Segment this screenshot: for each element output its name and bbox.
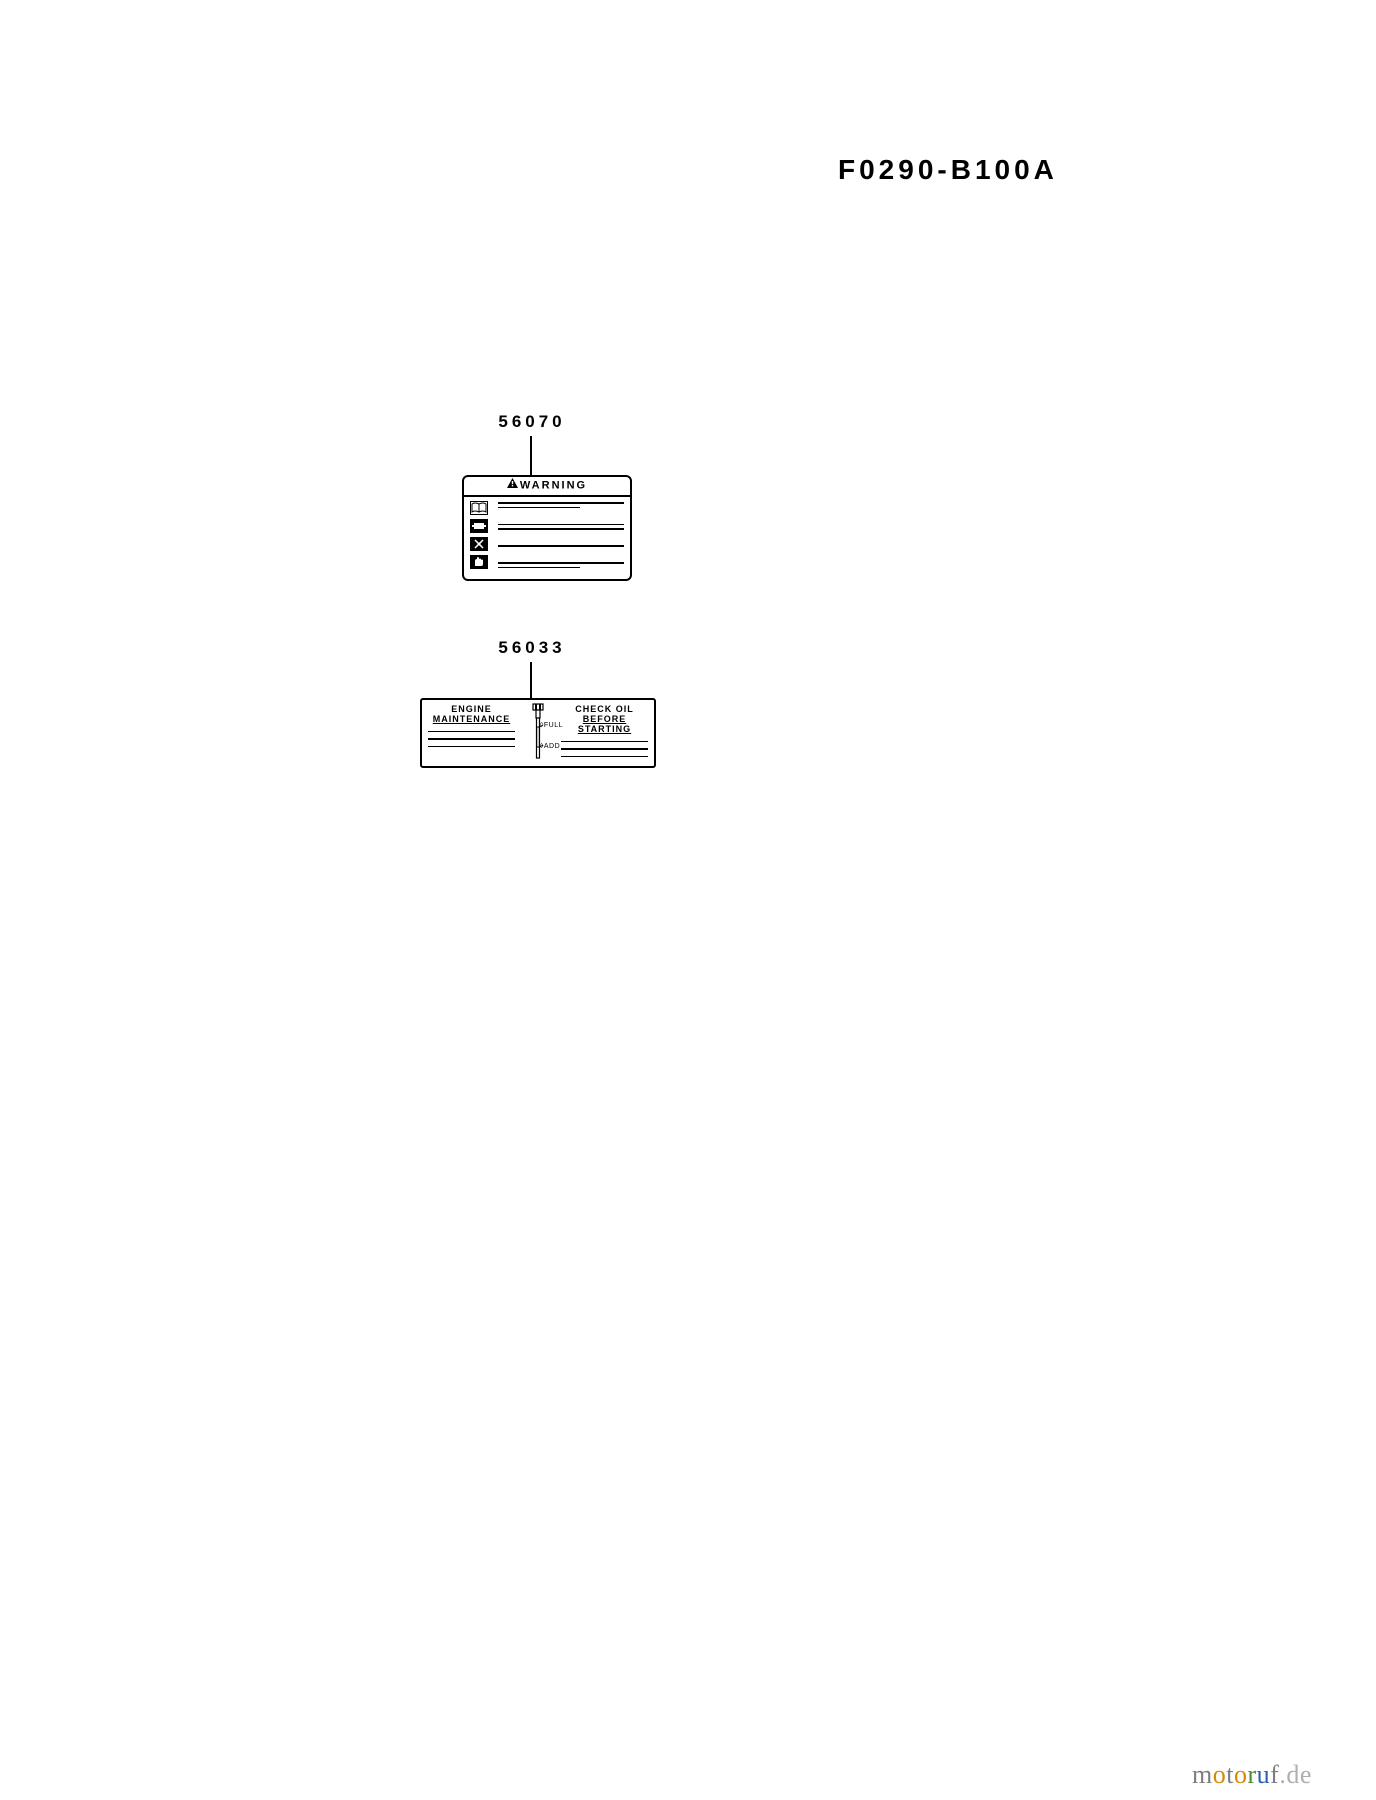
maintenance-left-heading: ENGINE MAINTENANCE <box>428 705 515 725</box>
wm-char: .de <box>1279 1760 1312 1789</box>
wm-char: o <box>1234 1760 1248 1789</box>
book-icon <box>470 501 488 515</box>
maintenance-right-heading: CHECK OIL BEFORE STARTING <box>561 705 648 735</box>
engine-icon <box>470 519 488 533</box>
wm-char: o <box>1213 1760 1227 1789</box>
hand-icon <box>470 555 488 569</box>
leader-56033 <box>530 662 532 699</box>
warning-header-text: WARNING <box>520 479 587 491</box>
page-code: F0290-B100A <box>838 154 1058 186</box>
wm-char: f <box>1270 1760 1279 1789</box>
watermark-logo: motoruf.de <box>1192 1760 1312 1790</box>
warning-triangle-icon <box>507 478 518 491</box>
maint-left-lines <box>428 731 515 748</box>
part-ref-56033: 56033 <box>472 638 592 658</box>
fan-icon <box>470 537 488 551</box>
warning-label-body <box>464 497 630 575</box>
maint-right-line2: BEFORE STARTING <box>578 714 631 734</box>
wm-char: u <box>1257 1760 1271 1789</box>
warning-label-header: WARNING <box>464 477 630 497</box>
warning-text-lines <box>498 501 624 569</box>
part-ref-56070: 56070 <box>472 412 592 432</box>
warning-label-sticker: WARNING <box>462 475 632 581</box>
dipstick-icon: ◊FULL ◊ADD <box>521 700 555 766</box>
maint-left-line2: MAINTENANCE <box>433 714 511 724</box>
dipstick-marks: ◊FULL ◊ADD <box>540 722 563 750</box>
wm-char: m <box>1192 1760 1213 1789</box>
leader-56070 <box>530 436 532 476</box>
maintenance-label-sticker: ENGINE MAINTENANCE ◊FULL ◊ADD CHECK OIL <box>420 698 656 768</box>
maintenance-right-column: CHECK OIL BEFORE STARTING <box>555 700 654 766</box>
maint-right-lines <box>561 741 648 758</box>
warning-icon-column <box>470 501 492 569</box>
wm-char: r <box>1247 1760 1256 1789</box>
maintenance-left-column: ENGINE MAINTENANCE <box>422 700 521 766</box>
gauge-add-text: ADD <box>544 743 560 750</box>
maint-left-line1: ENGINE <box>451 704 492 714</box>
gauge-full-text: FULL <box>544 722 563 729</box>
maint-right-line1: CHECK OIL <box>575 704 634 714</box>
wm-char: t <box>1226 1760 1234 1789</box>
